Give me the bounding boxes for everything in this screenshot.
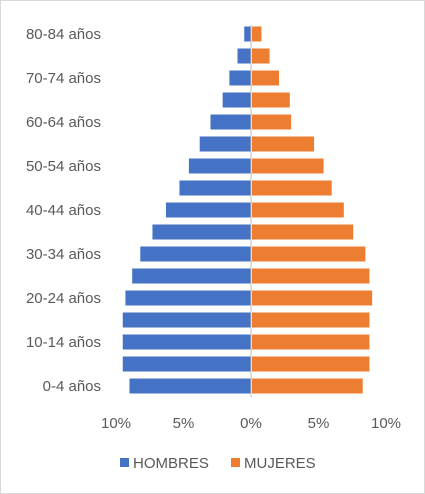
legend-label-mujeres: MUJERES [244, 455, 316, 472]
y-tick-label: 80-84 años [26, 26, 101, 43]
bar-hombres-20-24-a-os [125, 290, 251, 306]
bar-mujeres-65-69-a-os [252, 92, 290, 108]
y-tick-label: 30-34 años [26, 246, 101, 263]
bar-hombres-40-44-a-os [165, 202, 251, 218]
bar-mujeres-35-39-a-os [252, 224, 354, 240]
y-tick-label: 0-4 años [43, 378, 101, 395]
x-tick-label: 0% [240, 415, 262, 432]
bar-mujeres-45-49-a-os [252, 180, 332, 196]
bar-mujeres-5-9-a-os [252, 356, 370, 372]
bar-mujeres-40-44-a-os [252, 202, 344, 218]
y-tick-label: 10-14 años [26, 334, 101, 351]
legend-label-hombres: HOMBRES [133, 455, 209, 472]
bar-mujeres-30-34-a-os [252, 246, 366, 262]
bar-hombres-15-19-a-os [122, 312, 251, 328]
x-tick-label: 10% [371, 415, 401, 432]
bar-mujeres-10-14-a-os [252, 334, 370, 350]
bar-hombres-5-9-a-os [122, 356, 251, 372]
bar-hombres-45-49-a-os [179, 180, 251, 196]
y-tick-label: 50-54 años [26, 158, 101, 175]
y-tick-label: 70-74 años [26, 70, 101, 87]
y-tick-label: 40-44 años [26, 202, 101, 219]
bar-mujeres-20-24-a-os [252, 290, 373, 306]
x-tick-label: 10% [101, 415, 131, 432]
bar-mujeres-25-29-a-os [252, 268, 370, 284]
bar-mujeres-50-54-a-os [252, 158, 324, 174]
bar-hombres-60-64-a-os [210, 114, 251, 130]
bar-mujeres-0-4-a-os [252, 378, 363, 394]
y-tick-label: 60-64 años [26, 114, 101, 131]
bar-mujeres-80-84-a-os [252, 26, 262, 42]
x-tick-label: 5% [308, 415, 330, 432]
legend-swatch-mujeres [231, 458, 240, 467]
x-axis-labels: 10% 5% 0% 5% 10% [101, 415, 401, 432]
bar-hombres-70-74-a-os [229, 70, 251, 86]
bar-hombres-75-79-a-os [237, 48, 251, 64]
bar-hombres-35-39-a-os [152, 224, 251, 240]
bar-hombres-25-29-a-os [132, 268, 251, 284]
bar-hombres-80-84-a-os [244, 26, 251, 42]
bar-hombres-10-14-a-os [122, 334, 251, 350]
bar-hombres-50-54-a-os [188, 158, 251, 174]
legend-swatch-hombres [120, 458, 129, 467]
bar-mujeres-70-74-a-os [252, 70, 279, 86]
bar-hombres-55-59-a-os [199, 136, 251, 152]
bars-group [122, 26, 373, 394]
bar-mujeres-15-19-a-os [252, 312, 370, 328]
x-tick-label: 5% [173, 415, 195, 432]
bar-mujeres-75-79-a-os [252, 48, 270, 64]
bar-hombres-0-4-a-os [129, 378, 251, 394]
y-tick-label: 20-24 años [26, 290, 101, 307]
bar-mujeres-60-64-a-os [252, 114, 292, 130]
bar-hombres-30-34-a-os [140, 246, 251, 262]
legend: HOMBRES MUJERES [120, 455, 316, 472]
bar-hombres-65-69-a-os [222, 92, 251, 108]
y-axis-labels: 0-4 años 10-14 años 20-24 años 30-34 años 40… [26, 26, 101, 395]
bar-mujeres-55-59-a-os [252, 136, 315, 152]
